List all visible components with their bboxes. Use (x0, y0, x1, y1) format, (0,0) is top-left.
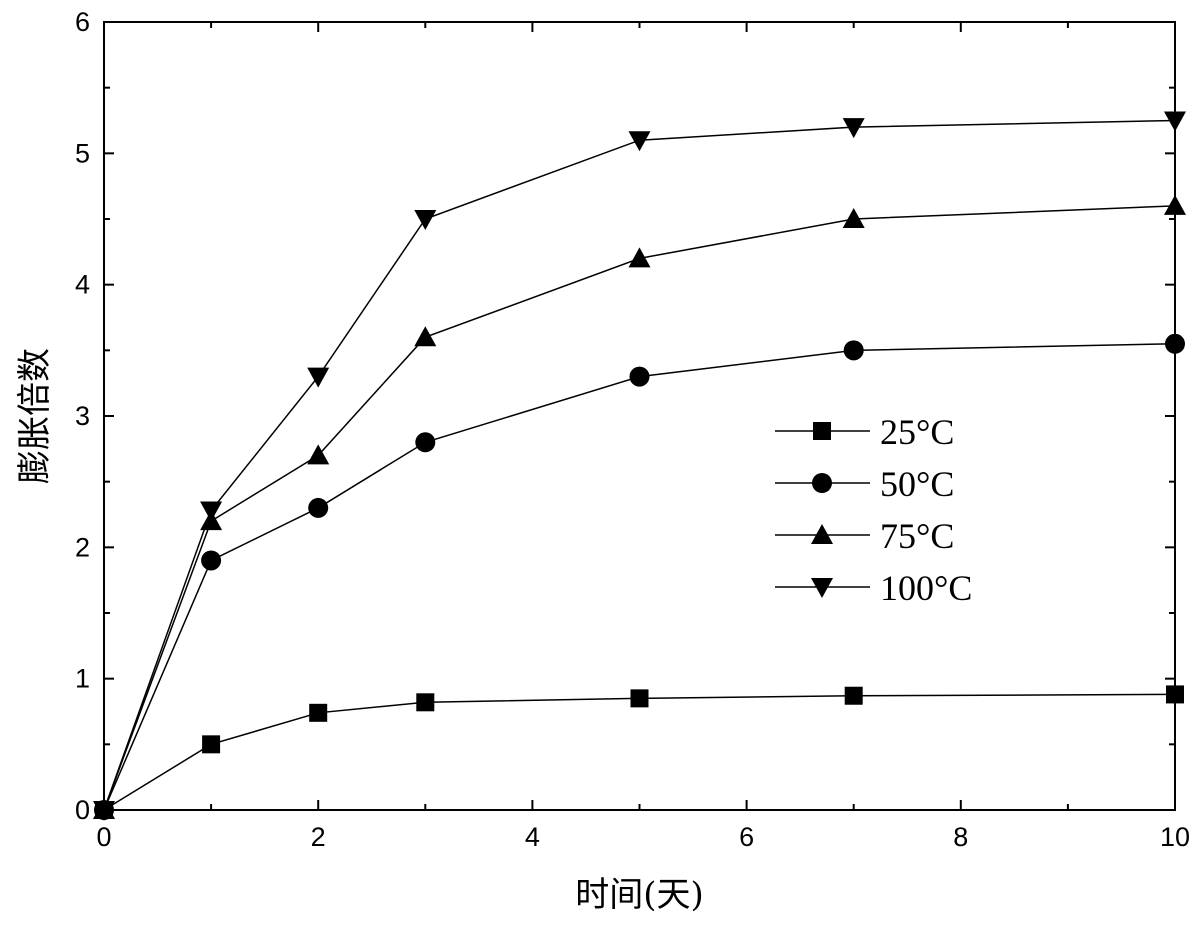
y-tick-label: 6 (75, 7, 90, 37)
series-0 (95, 685, 1184, 819)
legend-label: 75°C (880, 516, 954, 556)
legend-label: 50°C (880, 464, 954, 504)
series-line (103, 693, 1176, 811)
x-tick-label: 8 (953, 822, 968, 852)
axis-ticks: 0 2 4 6 8 10 0 1 2 3 4 5 6 (75, 7, 1190, 852)
data-point (416, 693, 435, 712)
legend-marker (812, 473, 832, 493)
legend-entry: 50°C (775, 464, 954, 504)
plot-marks (93, 111, 1186, 821)
y-tick-label: 2 (75, 532, 90, 562)
legend-marker (811, 578, 833, 598)
legend-entry: 25°C (775, 412, 954, 452)
data-point (307, 444, 330, 465)
series-2 (93, 194, 1186, 819)
series-3 (93, 111, 1186, 821)
data-point (202, 735, 221, 754)
legend-entry: 100°C (775, 568, 972, 608)
data-point (307, 367, 330, 388)
x-tick-label: 10 (1160, 822, 1190, 852)
data-point (414, 326, 437, 347)
data-point (629, 366, 650, 387)
y-tick-label: 1 (75, 664, 90, 694)
legend: 25°C 50°C 75°C 100°C (775, 412, 972, 608)
x-tick-label: 0 (96, 822, 111, 852)
series-1 (94, 333, 1185, 820)
data-point (200, 501, 223, 522)
legend-entry: 75°C (775, 516, 954, 556)
x-tick-label: 4 (525, 822, 540, 852)
data-point (415, 432, 436, 453)
legend-marker (811, 524, 833, 544)
y-tick-label: 5 (75, 138, 90, 168)
legend-label: 100°C (880, 568, 972, 608)
y-tick-label: 4 (75, 270, 90, 300)
x-axis-title: 时间(天) (575, 875, 704, 915)
data-point (309, 703, 328, 722)
data-point (842, 208, 865, 228)
data-point (201, 550, 222, 571)
series-line (103, 205, 1176, 811)
y-axis-title: 膨胀倍数 (15, 348, 55, 484)
legend-marker (813, 422, 831, 440)
x-tick-label: 2 (311, 822, 326, 852)
x-tick-label: 6 (739, 822, 754, 852)
data-point (844, 686, 863, 705)
data-point (842, 118, 865, 139)
data-point (843, 340, 864, 361)
data-point (628, 247, 651, 268)
y-tick-label: 3 (75, 401, 90, 431)
legend-label: 25°C (880, 412, 954, 452)
series-line (103, 343, 1176, 811)
y-tick-label: 0 (75, 795, 90, 825)
data-point (628, 131, 651, 152)
data-point (630, 689, 649, 708)
data-point (414, 210, 437, 230)
data-point (308, 497, 329, 518)
